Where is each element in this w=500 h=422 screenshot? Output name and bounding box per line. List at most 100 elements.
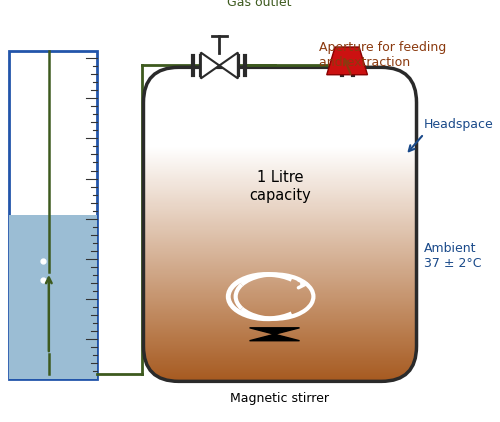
Bar bbox=[144, 175, 416, 177]
Bar bbox=[144, 329, 416, 331]
Bar bbox=[144, 375, 416, 377]
Bar bbox=[144, 196, 416, 198]
Bar bbox=[144, 315, 416, 317]
Bar bbox=[144, 319, 416, 321]
Bar bbox=[144, 335, 416, 337]
Bar bbox=[144, 379, 416, 381]
Bar bbox=[144, 348, 416, 350]
Bar bbox=[144, 168, 416, 170]
Bar bbox=[144, 140, 416, 141]
Bar bbox=[144, 354, 416, 356]
Bar bbox=[144, 75, 416, 77]
Bar bbox=[144, 100, 416, 102]
Bar bbox=[144, 156, 416, 158]
Bar bbox=[144, 176, 416, 178]
Bar bbox=[144, 138, 416, 141]
Bar bbox=[144, 188, 416, 190]
Bar bbox=[144, 158, 416, 160]
Bar bbox=[144, 235, 416, 237]
Bar bbox=[144, 241, 416, 243]
Bar bbox=[144, 76, 416, 78]
Bar bbox=[144, 327, 416, 329]
Bar bbox=[144, 104, 416, 106]
Bar bbox=[144, 112, 416, 114]
Bar bbox=[144, 236, 416, 238]
Bar bbox=[144, 229, 416, 230]
Polygon shape bbox=[250, 328, 300, 341]
Bar bbox=[144, 273, 416, 274]
Bar bbox=[144, 341, 416, 343]
Bar bbox=[10, 51, 97, 379]
Bar bbox=[144, 256, 416, 258]
Bar bbox=[144, 160, 416, 162]
Text: Headspace: Headspace bbox=[424, 118, 494, 131]
Bar bbox=[144, 131, 416, 133]
Bar bbox=[144, 252, 416, 254]
Bar bbox=[144, 331, 416, 333]
Bar bbox=[144, 102, 416, 104]
Bar bbox=[144, 83, 416, 85]
Bar bbox=[144, 323, 416, 325]
Bar bbox=[144, 352, 416, 354]
Bar bbox=[144, 133, 416, 135]
Bar bbox=[144, 273, 416, 276]
Bar bbox=[144, 144, 416, 146]
Bar bbox=[144, 164, 416, 165]
Bar bbox=[144, 259, 416, 261]
Bar bbox=[144, 317, 416, 319]
Bar bbox=[144, 339, 416, 341]
Bar bbox=[144, 284, 416, 286]
Bar bbox=[144, 146, 416, 148]
Bar bbox=[144, 225, 416, 226]
Bar bbox=[144, 190, 416, 192]
Bar bbox=[144, 222, 416, 224]
Bar bbox=[144, 234, 416, 236]
Bar bbox=[144, 179, 416, 181]
Bar bbox=[144, 129, 416, 131]
Bar bbox=[144, 288, 416, 290]
Bar bbox=[144, 267, 416, 269]
Bar bbox=[144, 377, 416, 379]
Bar bbox=[144, 271, 416, 273]
Bar bbox=[144, 184, 416, 187]
Bar bbox=[144, 347, 416, 349]
Bar bbox=[144, 153, 416, 155]
Bar bbox=[144, 283, 416, 285]
Bar bbox=[144, 141, 416, 143]
Bar bbox=[144, 94, 416, 95]
Bar bbox=[144, 223, 416, 225]
Bar bbox=[144, 211, 416, 213]
Bar bbox=[144, 232, 416, 234]
Bar bbox=[144, 203, 416, 204]
Bar bbox=[144, 313, 416, 315]
Bar bbox=[144, 208, 416, 210]
Bar bbox=[144, 177, 416, 179]
Bar bbox=[144, 92, 416, 93]
Bar bbox=[144, 305, 416, 307]
Bar bbox=[144, 251, 416, 252]
Bar bbox=[144, 215, 416, 217]
Bar bbox=[144, 257, 416, 259]
Bar bbox=[144, 81, 416, 83]
Bar bbox=[144, 114, 416, 116]
Bar bbox=[144, 225, 416, 227]
Bar bbox=[144, 147, 416, 149]
Bar bbox=[144, 95, 416, 97]
Bar bbox=[144, 319, 416, 322]
Bar bbox=[144, 262, 416, 264]
Bar bbox=[144, 341, 416, 344]
Bar bbox=[144, 322, 416, 324]
Bar bbox=[144, 160, 416, 162]
Bar bbox=[144, 108, 416, 110]
Bar bbox=[144, 116, 416, 119]
Bar bbox=[144, 206, 416, 208]
Bar bbox=[144, 311, 416, 313]
Bar bbox=[144, 201, 416, 203]
Bar bbox=[144, 220, 416, 222]
Bar bbox=[144, 286, 416, 288]
Bar bbox=[144, 198, 416, 200]
Bar bbox=[144, 127, 416, 129]
Polygon shape bbox=[220, 53, 238, 78]
Bar bbox=[144, 203, 416, 206]
Bar bbox=[144, 205, 416, 206]
